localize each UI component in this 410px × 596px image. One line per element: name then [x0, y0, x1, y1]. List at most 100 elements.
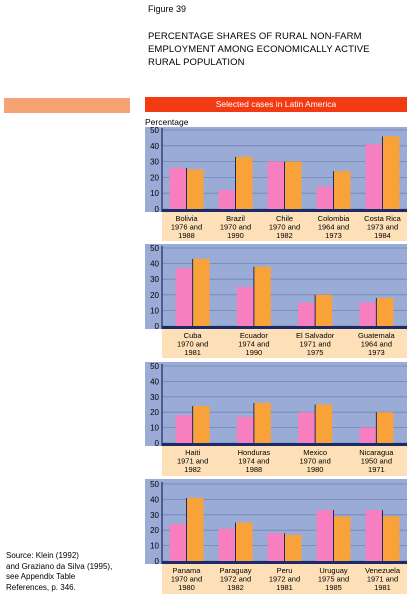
y-tick-label: 10 — [150, 542, 159, 551]
category-label-band — [162, 212, 407, 241]
bar-first-year — [175, 415, 193, 443]
category-label: 1980 — [178, 583, 195, 592]
y-tick-label: 10 — [150, 306, 159, 315]
category-label: 1964 and — [361, 340, 392, 349]
y-tick-label: 10 — [150, 424, 159, 433]
category-label: 1990 — [227, 231, 244, 240]
bar-first-year — [236, 416, 254, 443]
y-tick-label: 30 — [150, 511, 159, 520]
bar-first-year — [236, 287, 254, 326]
category-label-band — [162, 564, 407, 594]
category-label: 1973 — [325, 231, 342, 240]
y-tick-label: 10 — [150, 189, 159, 198]
category-label: 1972 and — [220, 575, 251, 584]
category-label: 1975 — [307, 348, 324, 357]
bar-second-year — [376, 297, 394, 326]
category-label: 1972 and — [269, 575, 300, 584]
bar-second-year — [192, 258, 210, 326]
category-label: 1976 and — [171, 223, 202, 232]
category-label: 1973 — [368, 348, 385, 357]
category-label: 1970 and — [177, 340, 208, 349]
category-label: Guatemala — [358, 331, 396, 340]
category-label: 1988 — [178, 231, 195, 240]
category-label: 1981 — [276, 583, 293, 592]
category-label: Chile — [276, 214, 293, 223]
y-tick-label: 50 — [150, 480, 159, 489]
y-axis-label: Percentage — [145, 117, 189, 127]
y-tick-label: 50 — [150, 126, 159, 135]
category-label-band — [162, 446, 407, 476]
title-line: RURAL POPULATION — [148, 57, 245, 68]
y-tick-label: 0 — [155, 322, 160, 331]
bar-second-year — [235, 156, 253, 209]
bar-first-year — [316, 186, 334, 209]
category-label: Nicaragua — [359, 448, 394, 457]
figure-title: PERCENTAGE SHARES OF RURAL NON-FARM EMPL… — [148, 30, 403, 69]
category-label: 1970 and — [269, 223, 300, 232]
category-label: Paraguay — [219, 566, 251, 575]
left-accent-bar — [4, 98, 130, 113]
category-label: Peru — [277, 566, 293, 575]
category-label: Cuba — [184, 331, 203, 340]
title-line: PERCENTAGE SHARES OF RURAL NON-FARM — [148, 31, 362, 42]
category-label: Haiti — [185, 448, 200, 457]
bar-second-year — [382, 136, 400, 209]
category-label: 1975 and — [318, 575, 349, 584]
bar-second-year — [315, 404, 333, 443]
bar-second-year — [333, 516, 351, 561]
y-tick-label: 40 — [150, 377, 159, 386]
bar-first-year — [175, 268, 193, 326]
category-label: 1988 — [246, 465, 263, 474]
category-label: 1970 and — [299, 457, 330, 466]
y-tick-label: 20 — [150, 526, 159, 535]
bar-first-year — [316, 510, 334, 561]
category-label: 1980 — [307, 465, 324, 474]
category-label: 1971 and — [367, 575, 398, 584]
category-label: Panama — [173, 566, 202, 575]
y-tick-label: 40 — [150, 142, 159, 151]
bar-first-year — [359, 427, 377, 443]
category-label: 1985 — [325, 583, 342, 592]
bar-first-year — [267, 533, 285, 561]
category-label: 1981 — [374, 583, 391, 592]
bar-first-year — [169, 167, 187, 209]
y-tick-label: 40 — [150, 260, 159, 269]
y-tick-label: 50 — [150, 244, 159, 253]
source-line: Source: Klein (1992) — [6, 551, 79, 560]
bar-first-year — [365, 144, 383, 209]
category-label: 1970 and — [220, 223, 251, 232]
bar-first-year — [218, 528, 236, 561]
y-tick-label: 20 — [150, 173, 159, 182]
y-tick-label: 30 — [150, 275, 159, 284]
category-label: 1982 — [276, 231, 293, 240]
category-label: Colombia — [318, 214, 351, 223]
category-label: Venezuela — [365, 566, 401, 575]
bar-second-year — [284, 534, 302, 561]
source-note: Source: Klein (1992) and Graziano da Sil… — [6, 551, 112, 593]
y-tick-label: 40 — [150, 495, 159, 504]
category-label: Uruguay — [319, 566, 348, 575]
bar-first-year — [298, 412, 316, 443]
bar-second-year — [284, 161, 302, 209]
y-tick-label: 20 — [150, 408, 159, 417]
bar-first-year — [267, 161, 285, 209]
bar-first-year — [169, 524, 187, 561]
bar-second-year — [333, 171, 351, 209]
category-label: 1971 — [368, 465, 385, 474]
category-label: 1984 — [374, 231, 391, 240]
section-header: Selected cases in Latin America — [145, 97, 407, 112]
category-label: Brazil — [226, 214, 245, 223]
category-label: Bolivia — [175, 214, 198, 223]
category-label: 1990 — [246, 348, 263, 357]
y-tick-label: 0 — [155, 557, 160, 566]
category-label: 1974 and — [238, 457, 269, 466]
y-tick-label: 0 — [155, 205, 160, 214]
figure-label: Figure 39 — [148, 4, 187, 14]
bar-second-year — [253, 402, 271, 443]
bar-second-year — [376, 412, 394, 443]
bar-second-year — [192, 406, 210, 443]
y-tick-label: 0 — [155, 439, 160, 448]
category-label-band — [162, 329, 407, 358]
category-label: 1971 and — [299, 340, 330, 349]
category-label: 1950 and — [361, 457, 392, 466]
